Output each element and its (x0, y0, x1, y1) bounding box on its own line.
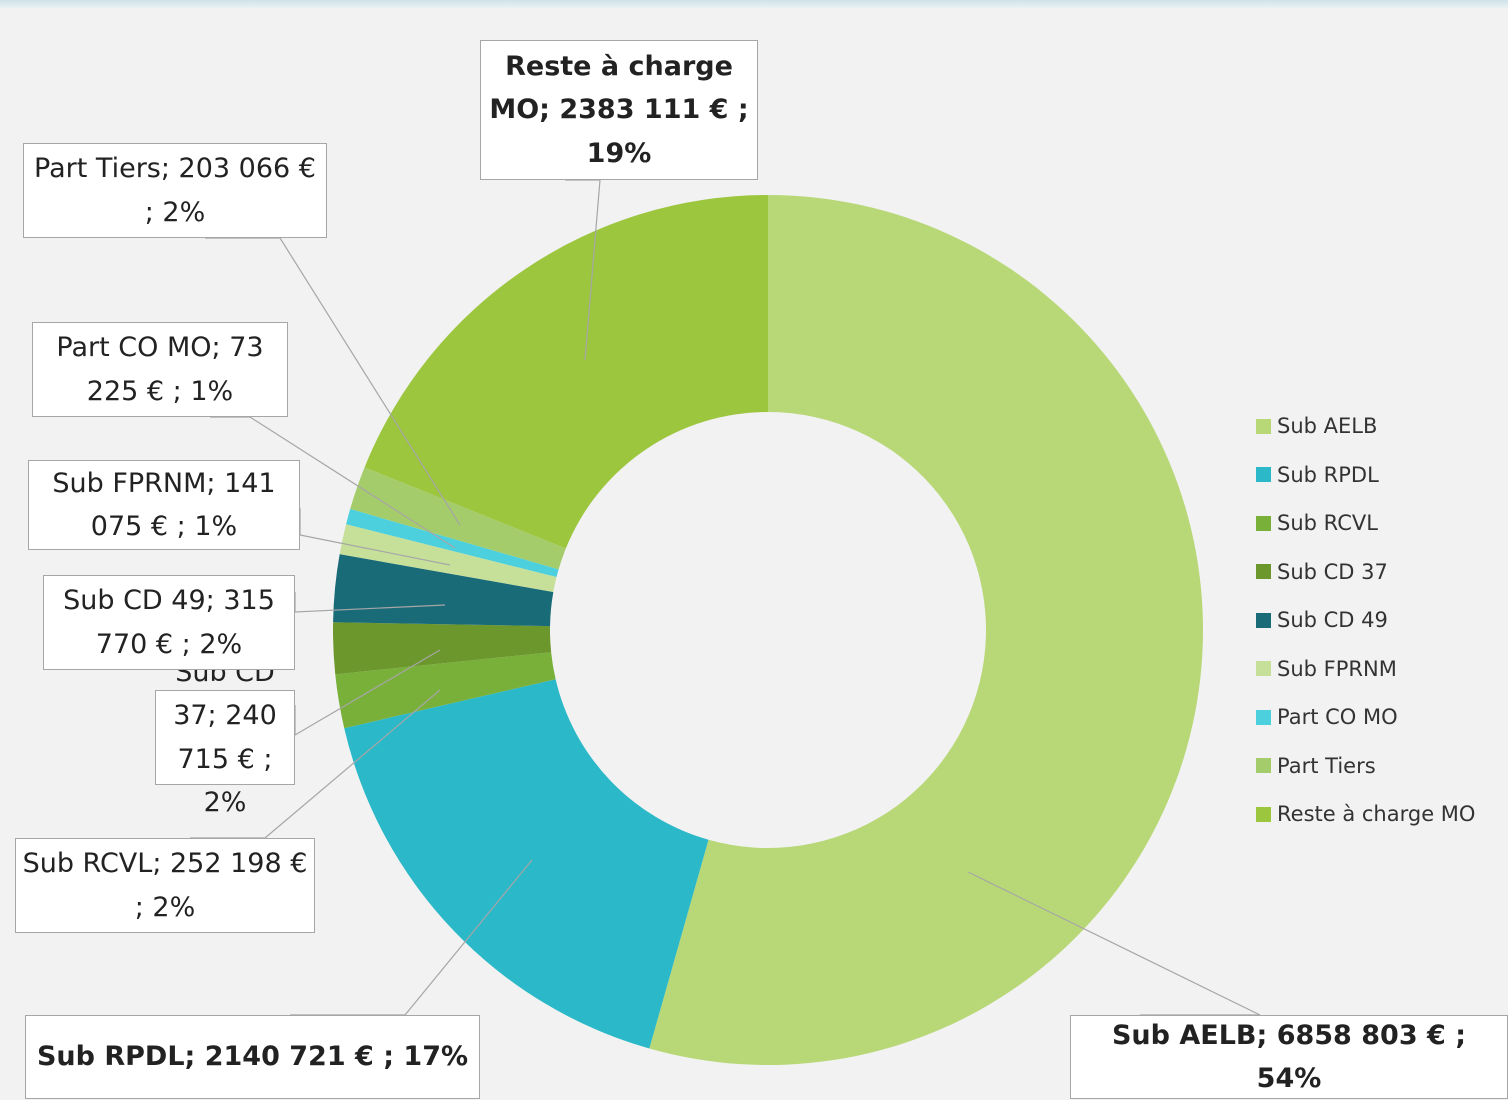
legend-label: Part Tiers (1277, 753, 1376, 778)
data-label: Part CO MO; 73 225 € ; 1% (32, 322, 288, 417)
callout-pointer (299, 508, 451, 566)
legend-label: Sub CD 37 (1277, 559, 1388, 584)
legend-item: Sub FPRNM (1256, 657, 1397, 681)
donut-slice (350, 467, 566, 570)
callout-pointer (210, 416, 456, 549)
legend-swatch (1256, 467, 1271, 482)
legend-item: Sub AELB (1256, 414, 1377, 438)
donut-slice (333, 622, 552, 675)
donut-slice (335, 652, 556, 729)
legend-swatch (1256, 758, 1271, 773)
callout-pointer (294, 592, 446, 613)
data-label: Reste à charge MO; 2383 111 € ; 19% (480, 40, 758, 180)
legend-label: Sub AELB (1277, 414, 1378, 438)
donut-slice (649, 194, 1204, 1065)
legend-label: Reste à charge MO (1277, 802, 1476, 826)
callout-pointer (294, 649, 441, 737)
callout-pointer (205, 237, 461, 526)
donut-slice (346, 508, 559, 578)
data-label: Part Tiers; 203 066 € ; 2% (23, 143, 327, 238)
legend-item: Sub RPDL (1256, 463, 1379, 487)
donut-slice (344, 679, 709, 1049)
data-label: Sub AELB; 6858 803 € ; 54% (1070, 1015, 1508, 1099)
legend-swatch (1256, 709, 1271, 725)
data-label: Sub CD 37; 240 715 € ; 2% (155, 657, 295, 818)
callout-pointer (565, 179, 601, 361)
legend-label: Sub RPDL (1277, 462, 1379, 487)
legend-label: Sub CD 49 (1277, 608, 1388, 632)
legend-swatch (1256, 806, 1271, 822)
data-label: Sub RPDL; 2140 721 € ; 17% (25, 1015, 480, 1099)
data-label: Sub CD 49; 315 770 € ; 2% (43, 575, 295, 670)
legend-swatch (1256, 515, 1271, 531)
legend-swatch (1256, 612, 1271, 628)
top-strip (0, 0, 1508, 8)
legend-item: Sub CD 49 (1256, 608, 1388, 632)
legend-label: Sub RCVL (1277, 511, 1378, 535)
legend-swatch (1256, 661, 1271, 676)
legend-item: Sub CD 37 (1256, 560, 1388, 584)
legend-item: Sub RCVL (1256, 511, 1378, 535)
legend-item: Part CO MO (1256, 705, 1398, 729)
legend-label: Part CO MO (1277, 705, 1398, 729)
data-label: Sub FPRNM; 141 075 € ; 1% (28, 460, 300, 550)
donut-slice (339, 524, 557, 592)
donut-slice (364, 195, 768, 549)
legend-swatch (1256, 564, 1271, 579)
legend-item: Part Tiers (1256, 754, 1376, 778)
legend-label: Sub FPRNM (1277, 656, 1397, 681)
legend-item: Reste à charge MO (1256, 802, 1475, 826)
legend-swatch (1256, 418, 1271, 434)
data-label: Sub RCVL; 252 198 € ; 2% (15, 838, 315, 933)
